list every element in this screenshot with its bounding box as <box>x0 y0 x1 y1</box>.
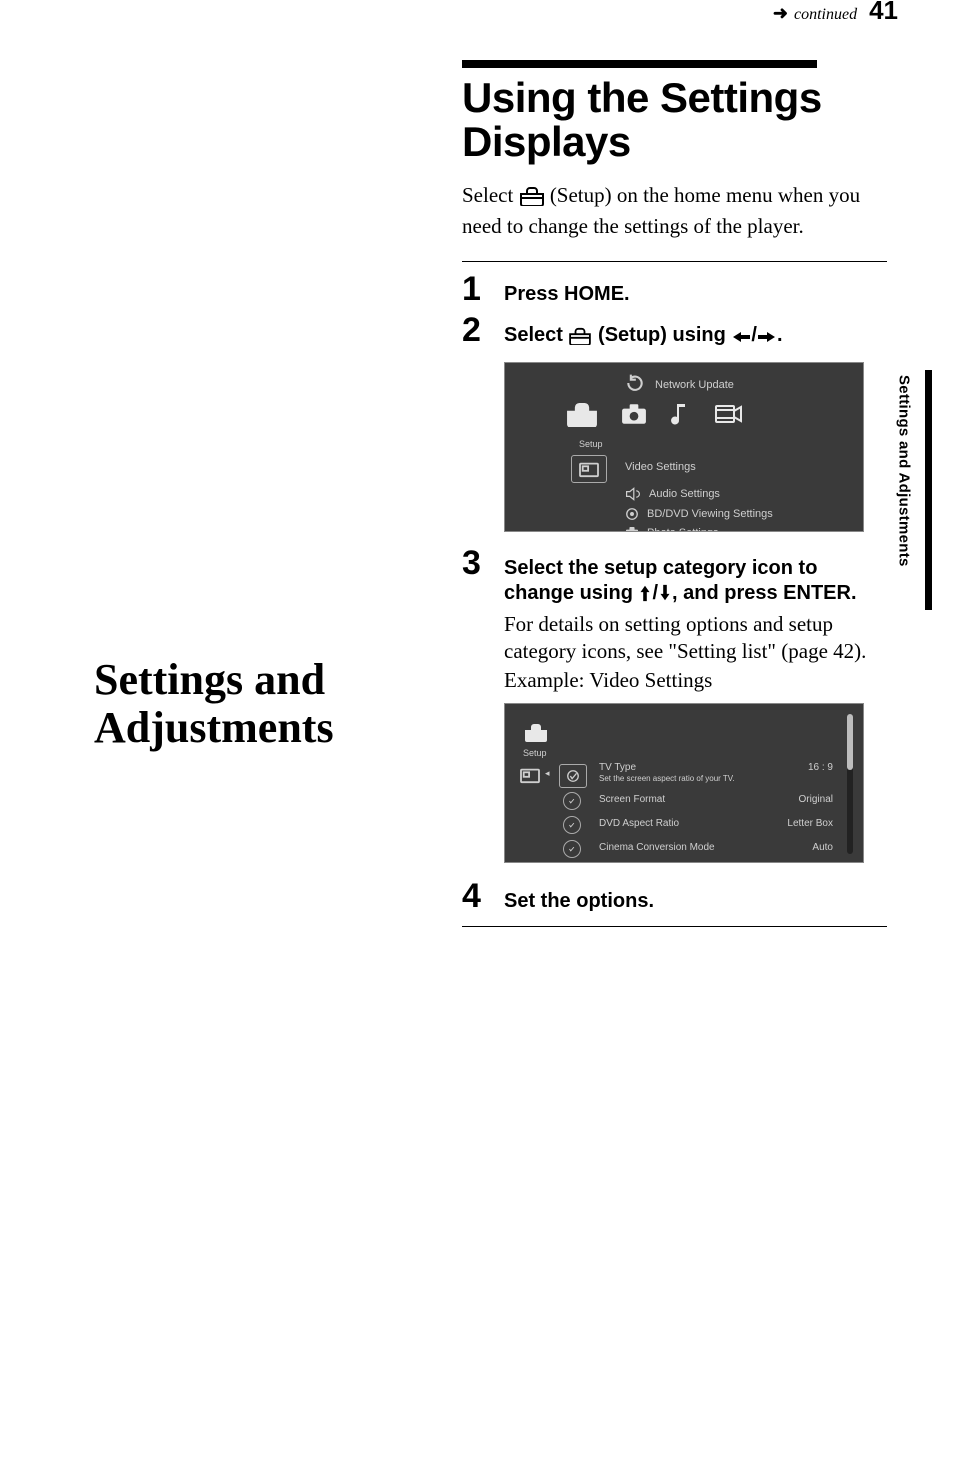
ss2-circle-4 <box>563 840 581 858</box>
ss1-row-video: Video Settings <box>625 461 696 473</box>
continued-arrow-icon: ➜ <box>773 3 788 24</box>
arrow-down-icon <box>658 584 672 609</box>
ss2-line-4: Cinema Conversion Mode Auto <box>599 842 839 853</box>
step-4-text: Set the options. <box>504 889 887 914</box>
ss2-l4-val: Auto <box>812 842 839 853</box>
chapter-heading-block: Settings and Adjustments <box>94 656 424 753</box>
toolbox-icon <box>565 401 599 432</box>
step-4-num: 4 <box>462 879 504 913</box>
ss2-circle-3 <box>563 816 581 834</box>
step-3-example: Example: Video Settings <box>504 667 887 694</box>
ss2-l1-val: 16 : 9 <box>808 762 839 773</box>
ss1-row-video-label: Video Settings <box>625 461 696 473</box>
intro-prefix: Select <box>462 183 519 207</box>
ss1-row-bddvd-label: BD/DVD Viewing Settings <box>647 508 773 520</box>
ss1-selected-box <box>571 455 607 483</box>
step-3-num: 3 <box>462 546 504 580</box>
ss2-l2-label: Screen Format <box>599 794 665 805</box>
refresh-icon <box>625 373 645 398</box>
arrow-up-icon <box>638 584 652 609</box>
step-2-num: 2 <box>462 313 504 347</box>
steps-rule-top <box>462 261 887 262</box>
ss2-l3-val: Letter Box <box>787 818 839 829</box>
ss1-top-row: Network Update <box>625 373 734 398</box>
step-1-text: Press HOME. <box>504 282 887 307</box>
arrow-left-icon <box>731 326 751 351</box>
side-tab-label: Settings and Adjustments <box>896 375 913 567</box>
ss2-line-2: Screen Format Original <box>599 794 839 805</box>
ss2-scrollbar <box>847 714 853 854</box>
video-icon <box>713 403 743 430</box>
step-2-text: Select (Setup) using / . <box>504 323 887 352</box>
continued-label: continued <box>794 6 857 24</box>
ss1-row-audio-label: Audio Settings <box>649 488 720 500</box>
step-2-suffix: . <box>777 324 783 346</box>
ss2-l3-label: DVD Aspect Ratio <box>599 818 679 829</box>
ss2-l1-sub: Set the screen aspect ratio of your TV. <box>599 774 735 783</box>
right-column: Using the Settings Displays Select (Setu… <box>462 60 892 927</box>
step-2: 2 Select (Setup) using / . <box>462 313 887 352</box>
ss1-row-photo-label: Photo Settings <box>647 527 719 532</box>
ss1-mid-row <box>565 401 743 432</box>
ss2-line-1-sub: Set the screen aspect ratio of your TV. <box>599 774 839 783</box>
step-3-bold-2: , and press ENTER. <box>672 582 857 604</box>
ss1-network-update: Network Update <box>655 379 734 391</box>
music-icon <box>669 402 691 431</box>
ss2-l2-val: Original <box>799 794 839 805</box>
toolbox-icon <box>568 327 592 352</box>
side-tab-bar <box>925 370 932 610</box>
screenshot-video-settings: Setup ◂ TV Type 16 : 9 Set the screen as <box>504 703 864 863</box>
screenshot-setup-menu: Network Update Setup Video Settings Audi… <box>504 362 864 532</box>
steps-block: 1 Press HOME. 2 Select (Setup) using <box>462 261 887 927</box>
chapter-heading: Settings and Adjustments <box>94 656 424 753</box>
step-3: 3 Select the setup category icon to chan… <box>462 546 887 695</box>
ss2-l4-label: Cinema Conversion Mode <box>599 842 715 853</box>
section-title: Using the Settings Displays <box>462 76 892 164</box>
ss2-arrow-icon: ◂ <box>545 768 550 779</box>
toolbox-icon <box>519 186 545 213</box>
ss1-row-bddvd: BD/DVD Viewing Settings <box>625 507 773 521</box>
ss1-row-photo: Photo Settings <box>625 527 719 532</box>
step-3-bold: Select the setup category icon to change… <box>504 556 887 609</box>
ss2-selected-box <box>559 764 587 788</box>
step-3-para: For details on setting options and setup… <box>504 611 887 666</box>
ss1-row-audio: Audio Settings <box>625 487 720 501</box>
page-number: 41 <box>869 0 898 26</box>
step-2-prefix: Select <box>504 324 568 346</box>
ss2-line-3: DVD Aspect Ratio Letter Box <box>599 818 839 829</box>
ss2-scroll-thumb <box>847 714 853 770</box>
ss2-toolbox-icon <box>523 722 549 747</box>
top-rule <box>462 60 817 68</box>
camera-icon <box>621 403 647 430</box>
steps-rule-bottom <box>462 926 887 927</box>
ss2-line-1: TV Type 16 : 9 <box>599 762 839 773</box>
arrow-right-icon <box>757 326 777 351</box>
step-1: 1 Press HOME. <box>462 272 887 307</box>
ss2-setup-label: Setup <box>523 748 547 758</box>
step-1-num: 1 <box>462 272 504 306</box>
ss2-l1-label: TV Type <box>599 762 636 773</box>
step-4: 4 Set the options. <box>462 879 887 914</box>
side-tab: Settings and Adjustments <box>890 375 918 605</box>
page-footer: ➜ continued 41 <box>773 0 898 26</box>
step-2-mid: (Setup) using <box>598 324 731 346</box>
ss1-setup-label: Setup <box>579 439 603 449</box>
intro-paragraph: Select (Setup) on the home menu when you… <box>462 182 882 241</box>
ss2-left-icon <box>519 766 541 789</box>
ss2-circle-2 <box>563 792 581 810</box>
